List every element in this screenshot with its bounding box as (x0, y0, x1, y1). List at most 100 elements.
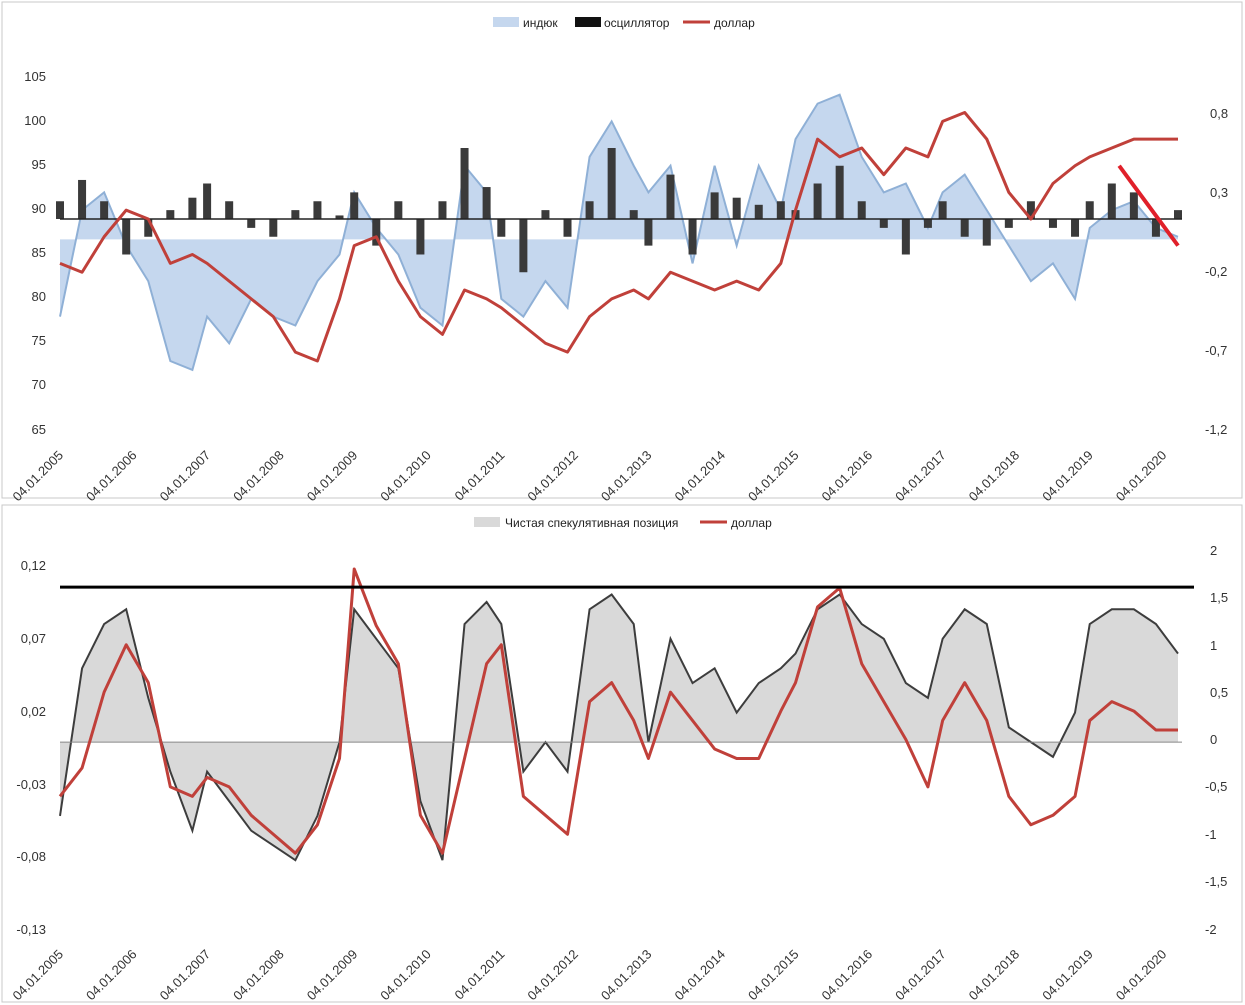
oscillator-bar (1085, 201, 1094, 219)
y2-tick: 0 (1210, 732, 1217, 747)
oscillator-bar (644, 219, 653, 246)
oscillator-bar (1048, 219, 1057, 228)
y-tick: 105 (24, 69, 46, 84)
oscillator-bar (372, 219, 381, 246)
legend-label-index: индюк (523, 16, 558, 30)
oscillator-bar (313, 201, 322, 219)
oscillator-bar (563, 219, 572, 237)
y-tick: 75 (32, 333, 46, 348)
oscillator-bar (122, 219, 131, 255)
y2-tick: -1 (1205, 827, 1217, 842)
oscillator-bar (269, 219, 278, 237)
oscillator-bar (1129, 192, 1138, 219)
y2-tick: 0,5 (1210, 685, 1228, 700)
y2-tick: -2 (1205, 922, 1217, 937)
y-tick: 0,12 (21, 558, 46, 573)
oscillator-bar (1004, 219, 1013, 228)
oscillator-bar (982, 219, 991, 246)
oscillator-bar (291, 210, 300, 219)
y-tick: -0,08 (16, 849, 46, 864)
oscillator-bar (813, 183, 822, 219)
top-plot-area (56, 93, 1182, 372)
y2-tick: -0,2 (1205, 264, 1227, 279)
oscillator-bar (1071, 219, 1080, 237)
oscillator-bar (335, 215, 344, 219)
spec-position-line (59, 593, 1179, 862)
oscillator-bar (732, 197, 741, 219)
oscillator-bar (460, 148, 469, 219)
oscillator-bar (938, 201, 947, 219)
oscillator-bar (607, 148, 616, 219)
legend-swatch-index (493, 17, 519, 27)
oscillator-bar (901, 219, 910, 255)
y2-tick: -1,5 (1205, 874, 1227, 889)
oscillator-bar (688, 219, 697, 255)
oscillator-bar (960, 219, 969, 237)
dollar-line (58, 567, 1178, 855)
oscillator-bar (416, 219, 425, 255)
oscillator-bar (857, 201, 866, 219)
oscillator-bar (1174, 210, 1182, 219)
y-tick: 80 (32, 289, 46, 304)
bottom-plot-area (58, 567, 1194, 862)
y2-tick: 0,3 (1210, 185, 1228, 200)
y-tick: 0,07 (21, 631, 46, 646)
oscillator-bar (225, 201, 234, 219)
oscillator-bar (754, 204, 763, 219)
oscillator-bar (188, 197, 197, 219)
oscillator-bar (776, 201, 785, 219)
top-y-right-axis: 0,8 0,3 -0,2 -0,7 -1,2 (1205, 106, 1228, 437)
y2-tick: 2 (1210, 543, 1217, 558)
oscillator-bar (666, 174, 675, 219)
trend-line-annotation (1117, 164, 1180, 247)
y-tick: 65 (32, 422, 46, 437)
oscillator-bar (203, 183, 212, 219)
y2-tick: 0,8 (1210, 106, 1228, 121)
index-area (60, 94, 1178, 370)
oscillator-bar (1151, 219, 1160, 237)
index-line (59, 93, 1179, 372)
oscillator-bar (144, 219, 153, 237)
oscillator-bar (497, 219, 506, 237)
oscillator-bar (541, 210, 550, 219)
legend-swatch-oscillator (575, 17, 601, 27)
oscillator-bar (1026, 201, 1035, 219)
y-tick: 95 (32, 157, 46, 172)
oscillator-bar (78, 179, 87, 219)
oscillator-bar (835, 165, 844, 219)
y-tick: -0,03 (16, 777, 46, 792)
oscillator-bar (438, 201, 447, 219)
oscillator-bar (710, 192, 719, 219)
oscillator-bar (879, 219, 888, 228)
legend-label-dollar: доллар (714, 16, 755, 30)
top-y-left-axis: 105 100 95 90 85 80 75 70 65 (24, 69, 46, 437)
y2-tick: 1,5 (1210, 590, 1228, 605)
oscillator-bar (519, 219, 528, 273)
oscillator-bar (585, 201, 594, 219)
y-tick: 85 (32, 245, 46, 260)
oscillator-bar (100, 201, 109, 219)
y-tick: 0,02 (21, 704, 46, 719)
bottom-y-right-axis: 2 1,5 1 0,5 0 -0,5 -1 -1,5 -2 (1205, 543, 1228, 937)
oscillator-bar (56, 201, 64, 219)
oscillator-bar (923, 219, 932, 228)
oscillator-bar (247, 219, 256, 228)
spec-position-area (60, 594, 1178, 861)
y2-tick: 1 (1210, 638, 1217, 653)
y2-tick: -0,7 (1205, 343, 1227, 358)
bottom-y-left-axis: 0,12 0,07 0,02 -0,03 -0,08 -0,13 (16, 558, 46, 937)
legend-label-oscillator: осциллятор (604, 16, 670, 30)
oscillator-bar (166, 210, 175, 219)
top-legend: индюк осциллятор доллар (493, 16, 755, 30)
oscillator-bar (394, 201, 403, 219)
y-tick: 90 (32, 201, 46, 216)
dollar-line (59, 111, 1178, 363)
oscillator-bar (350, 192, 359, 219)
y2-tick: -0,5 (1205, 779, 1227, 794)
legend-swatch-spec-position (474, 517, 500, 527)
legend-label-spec-position: Чистая спекулятивная позиция (505, 516, 678, 530)
y2-tick: -1,2 (1205, 422, 1227, 437)
y-tick: 70 (32, 377, 46, 392)
legend-label-dollar-2: доллар (731, 516, 772, 530)
